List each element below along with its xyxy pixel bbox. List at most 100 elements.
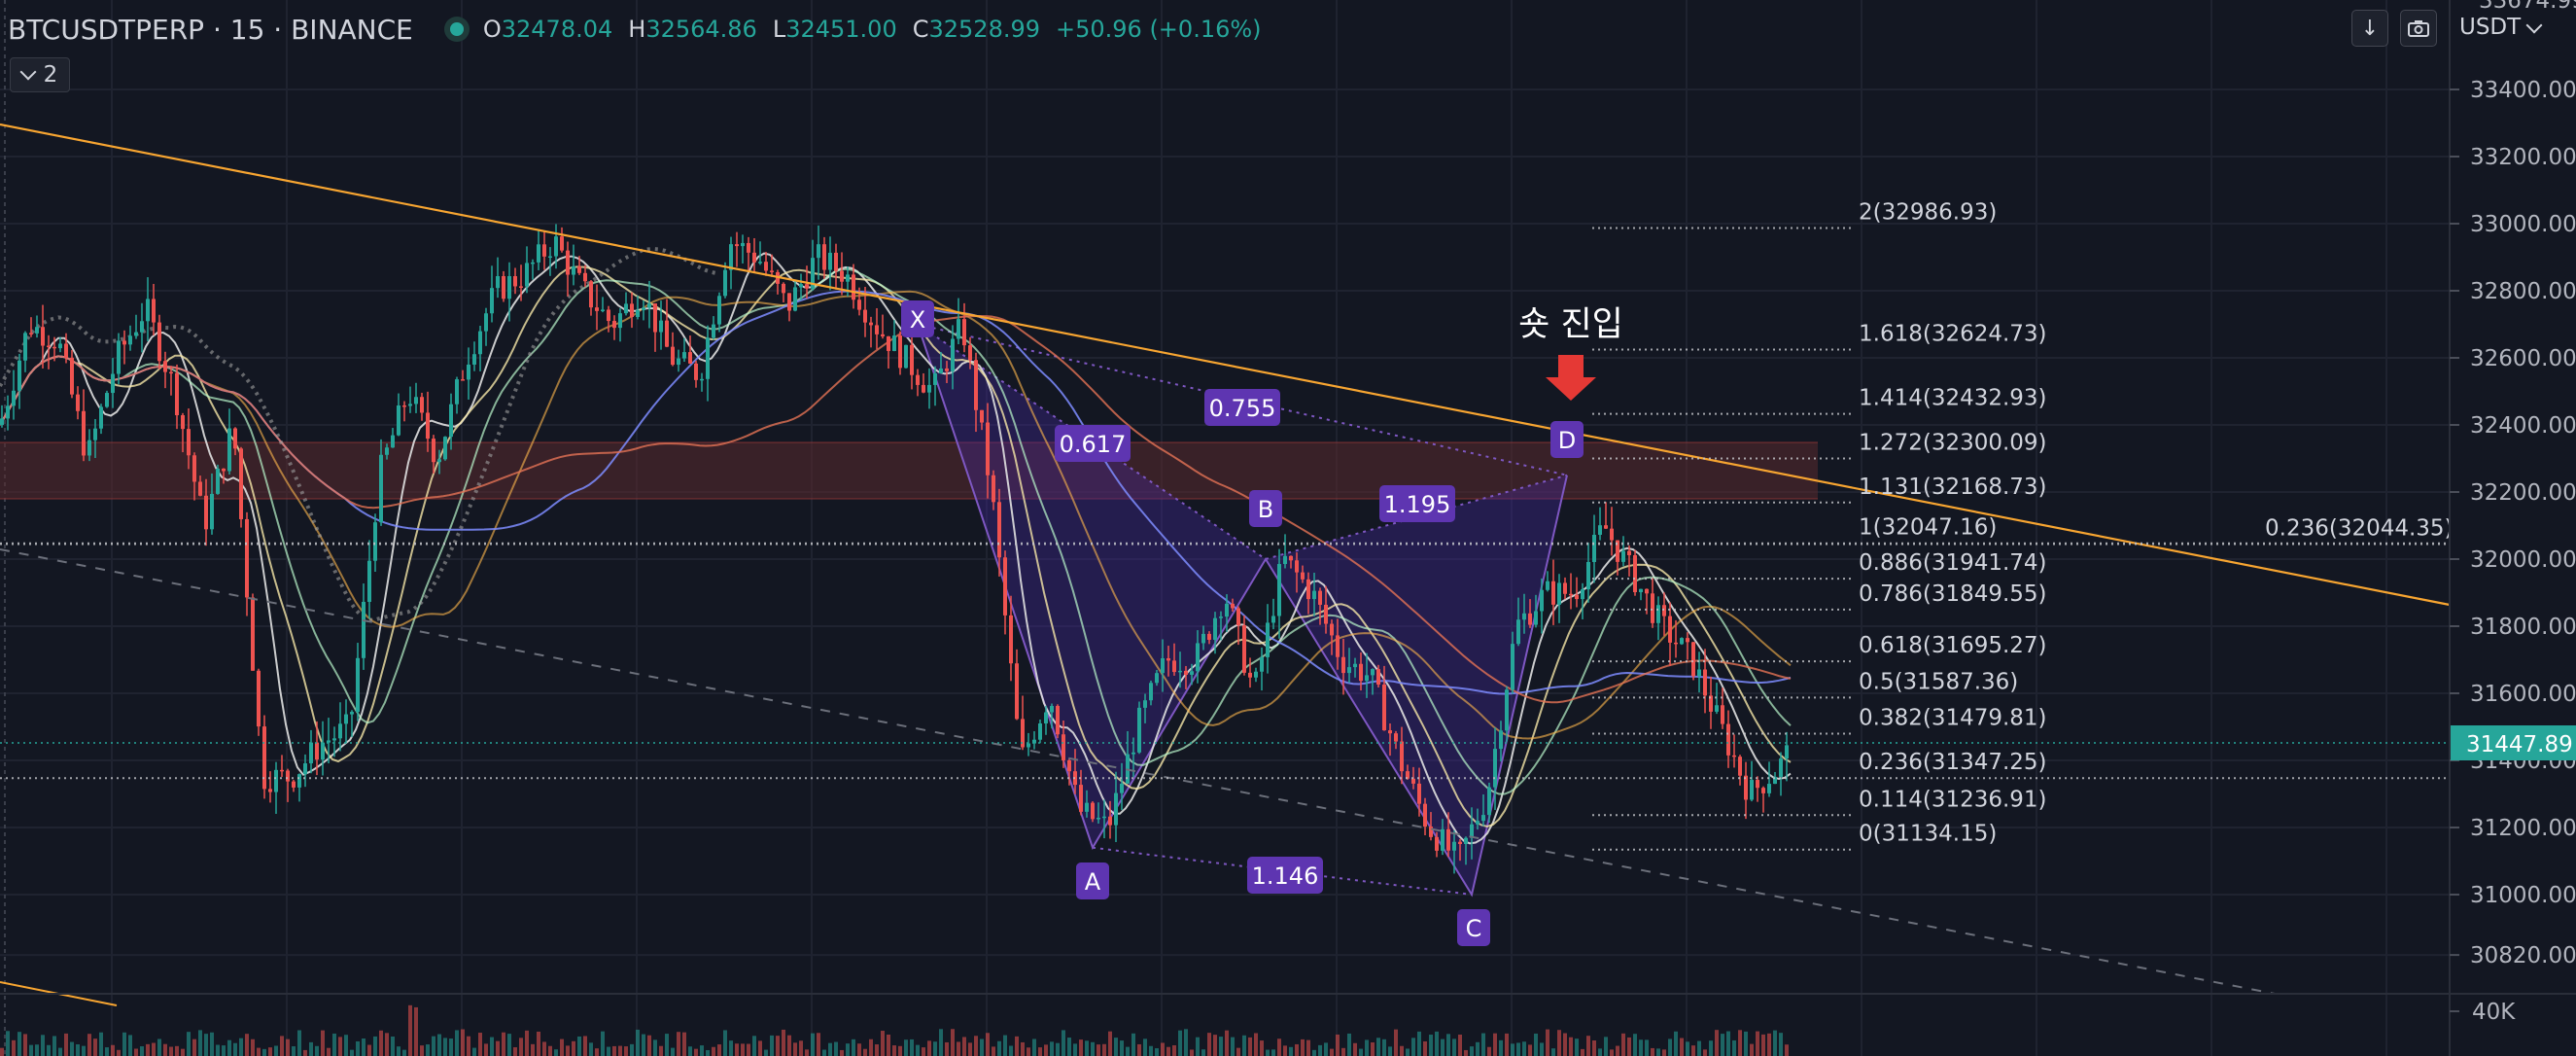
- volume-bar: [1493, 1033, 1497, 1056]
- ohlc-key: C: [912, 16, 929, 43]
- candle-body: [729, 244, 733, 270]
- fib-extension-levels[interactable]: 2(32986.93) 1.618(32624.73) 1.414(32432.93…: [0, 200, 2454, 851]
- candle-body: [846, 274, 850, 282]
- volume-bar: [898, 1045, 902, 1056]
- volume-bar: [962, 1037, 966, 1056]
- candle-body: [292, 781, 296, 788]
- ratio-label[interactable]: 0.755: [1209, 395, 1276, 422]
- pattern-ratio-line: [1092, 846, 1473, 896]
- volume-bar: [910, 1038, 914, 1056]
- chevron-down-icon: [2525, 17, 2543, 33]
- ratio-label[interactable]: 0.617: [1060, 431, 1127, 458]
- ratio-label[interactable]: 1.195: [1384, 491, 1451, 518]
- volume-bar: [618, 1045, 622, 1056]
- volume-bar: [957, 1041, 960, 1056]
- volume-bar: [933, 1041, 937, 1056]
- volume-bar: [1137, 1043, 1141, 1056]
- fib-level-label: 0.382(31479.81): [1859, 705, 2047, 730]
- point-label-d[interactable]: D: [1558, 427, 1576, 454]
- ohlc-value: 32528.99: [928, 16, 1040, 43]
- candle-body: [1703, 669, 1707, 696]
- volume-bar: [1289, 1046, 1293, 1056]
- volume-bar: [58, 1047, 62, 1056]
- moving-averages: [0, 246, 1792, 845]
- indicators-toggle-button[interactable]: 2: [10, 57, 70, 92]
- volume-bar: [519, 1038, 523, 1056]
- candle-body: [659, 320, 663, 333]
- candle-body: [1108, 816, 1112, 826]
- ratio-label[interactable]: 1.146: [1252, 862, 1319, 890]
- candle-body: [1668, 616, 1672, 643]
- ratio-label-bg: [1055, 425, 1131, 462]
- dashed-channel-line[interactable]: [0, 548, 2276, 995]
- candle-body: [1540, 589, 1544, 612]
- current-price-tag[interactable]: 31447.89: [2466, 732, 2573, 757]
- download-button[interactable]: ↓: [2351, 10, 2388, 47]
- candle-body: [519, 286, 523, 288]
- volume-bar: [852, 1038, 855, 1056]
- volume-bar: [490, 1037, 494, 1056]
- point-label-b[interactable]: B: [1258, 496, 1273, 523]
- symbol-title[interactable]: BTCUSDTPERP · 15 · BINANCE: [8, 13, 413, 46]
- candle-body: [1341, 656, 1345, 674]
- axis-price-label: 32400.00: [2470, 413, 2576, 439]
- candle-body: [1575, 594, 1579, 600]
- volume-bar: [1178, 1030, 1182, 1056]
- candle-body: [1114, 792, 1118, 826]
- volume-bar: [280, 1036, 284, 1056]
- pattern-labels[interactable]: X A B C D 0.617 0.755 1.195 1.146: [901, 300, 1584, 946]
- candle-body: [1651, 593, 1654, 623]
- volume-bar: [23, 1034, 27, 1056]
- candle-body: [402, 405, 406, 407]
- short-entry-annotation[interactable]: 숏 진입: [1518, 305, 1623, 401]
- volume-bar: [1458, 1034, 1462, 1056]
- volume-bar: [192, 1038, 196, 1056]
- candle-body: [1225, 603, 1229, 617]
- point-label-a[interactable]: A: [1085, 868, 1101, 896]
- volume-bar: [1546, 1029, 1549, 1056]
- volume-bar: [286, 1038, 290, 1056]
- volume-bar: [52, 1036, 56, 1056]
- volume-bar: [1446, 1034, 1450, 1056]
- point-label-x[interactable]: X: [910, 306, 925, 334]
- fib-level-label: 0.886(31941.74): [1859, 550, 2047, 576]
- volume-bar: [140, 1046, 144, 1056]
- candle-body: [1085, 802, 1089, 812]
- candle-body: [1645, 588, 1649, 594]
- ohlc-key: H: [628, 16, 646, 43]
- volume-bar: [1388, 1046, 1392, 1056]
- candle-body: [881, 334, 885, 336]
- candle-body: [1044, 712, 1048, 723]
- candle-body: [437, 459, 441, 463]
- candle-body: [1458, 841, 1462, 844]
- candle-body: [274, 769, 278, 792]
- candle-body: [1476, 821, 1479, 825]
- axis-price-label: 32600.00: [2470, 346, 2576, 371]
- volume-bar: [595, 1048, 599, 1056]
- volume-bar: [694, 1048, 698, 1056]
- candle-body: [105, 393, 109, 407]
- volume-bar: [607, 1046, 610, 1056]
- candle-body: [1260, 656, 1264, 672]
- screenshot-button[interactable]: [2400, 10, 2437, 47]
- resistance-trendline[interactable]: [0, 123, 2451, 607]
- volume-bar: [1709, 1040, 1713, 1056]
- volume-bar: [1038, 1047, 1042, 1056]
- volume-bar: [647, 1035, 651, 1056]
- volume-bar: [47, 1044, 51, 1056]
- volume-bar: [64, 1033, 68, 1056]
- point-label-c[interactable]: C: [1466, 915, 1482, 942]
- volume-bar: [41, 1035, 45, 1056]
- currency-selector[interactable]: USDT: [2459, 6, 2543, 49]
- volume-bar: [507, 1034, 511, 1056]
- candle-body: [1656, 605, 1660, 623]
- candle-body: [811, 258, 815, 289]
- candle-body: [373, 522, 377, 561]
- volume-bar: [706, 1049, 710, 1056]
- volume-bar: [892, 1045, 896, 1056]
- candle-body: [507, 275, 511, 299]
- volume-bar: [922, 1047, 925, 1056]
- candle-body: [1528, 613, 1532, 625]
